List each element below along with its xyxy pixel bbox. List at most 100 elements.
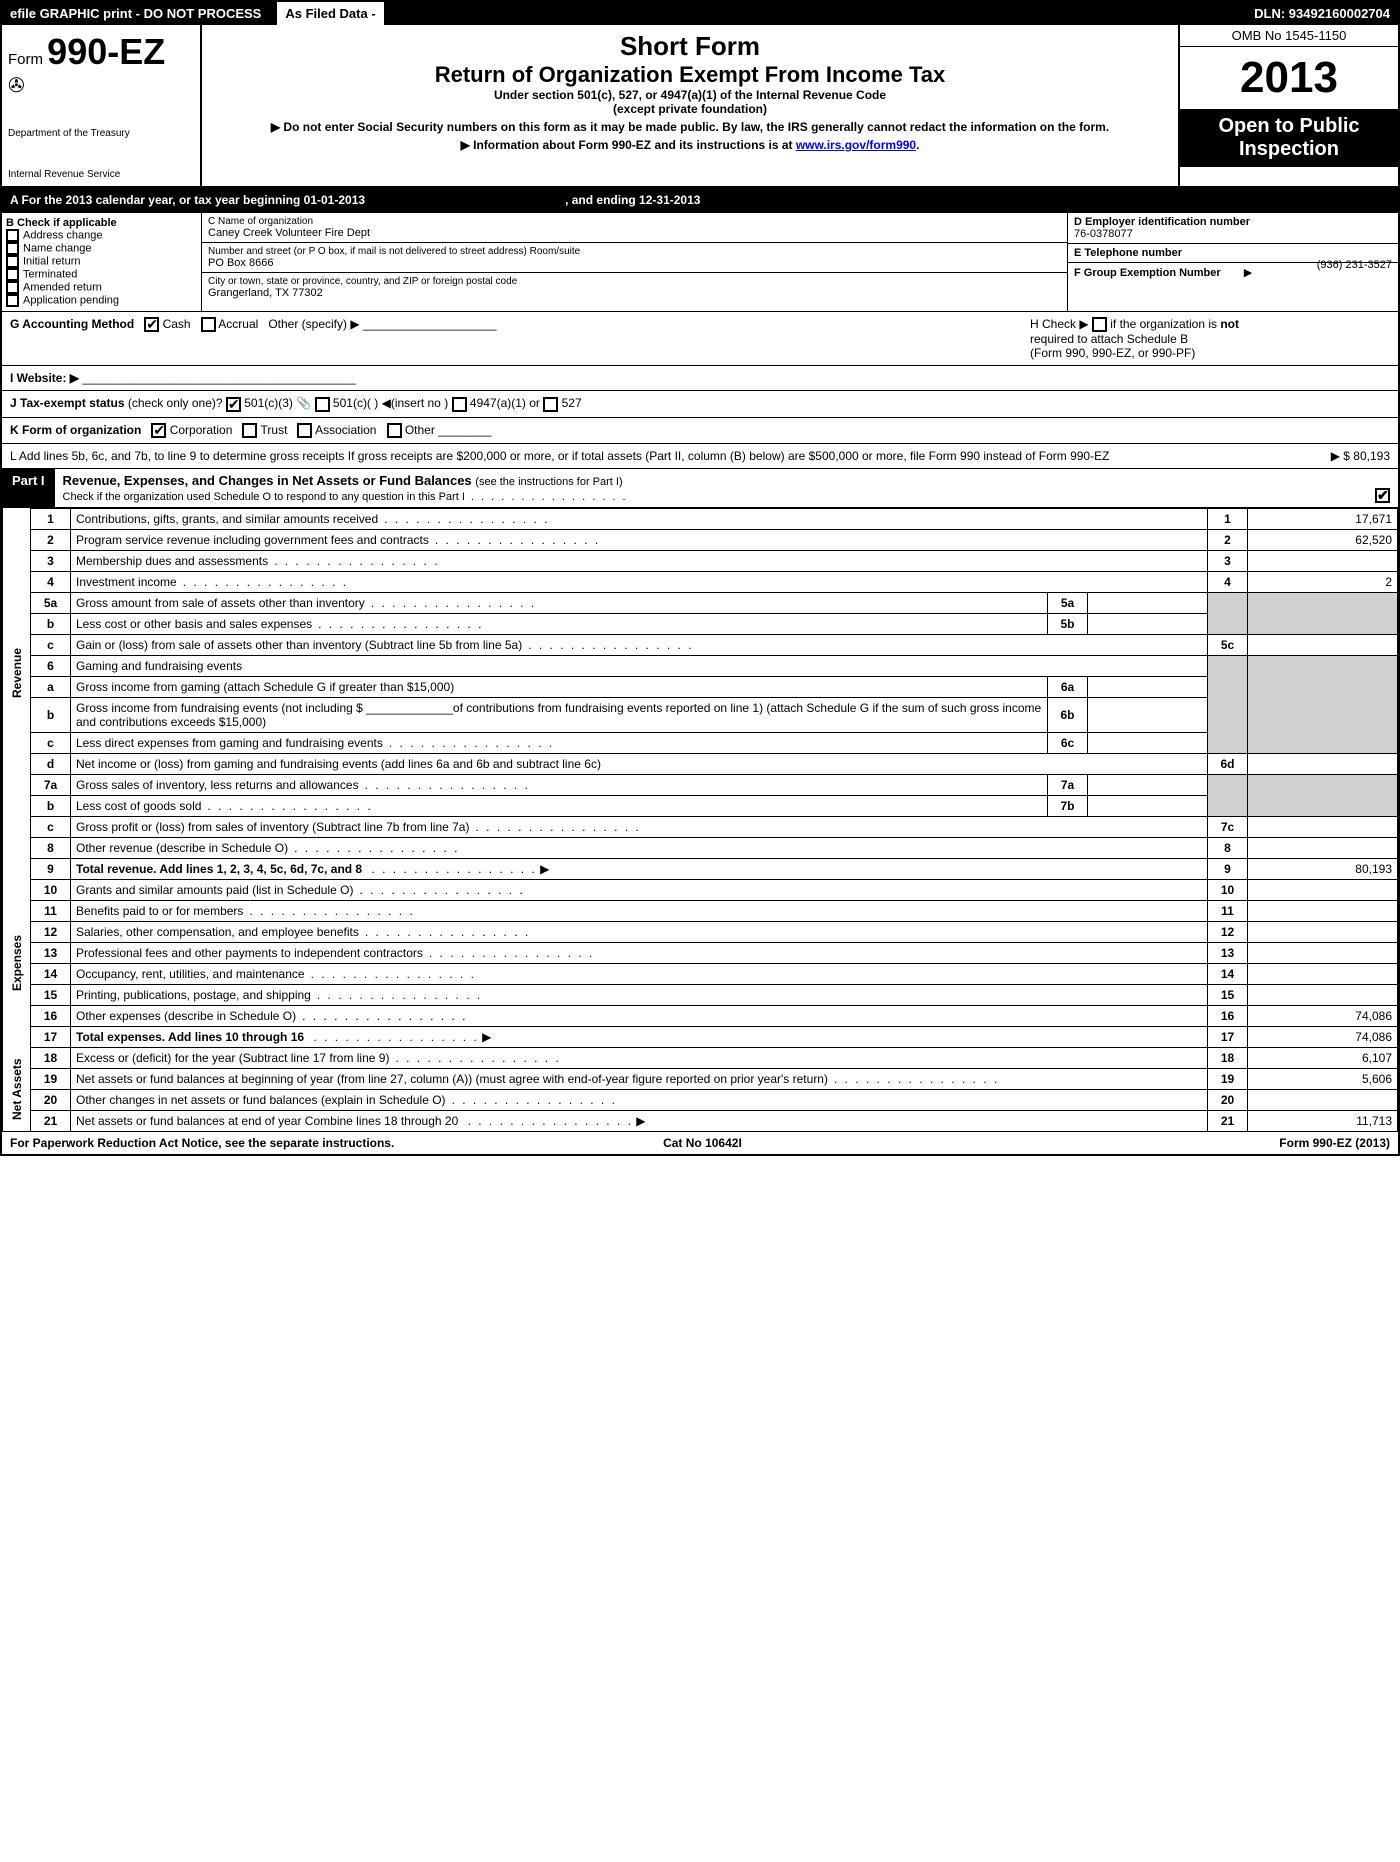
- c-city-val: Grangerland, TX 77302: [208, 287, 1061, 299]
- header-right: OMB No 1545-1150 2013 Open to Public Ins…: [1178, 25, 1398, 186]
- form-page: efile GRAPHIC print - DO NOT PROCESS As …: [0, 0, 1400, 1156]
- d-ein: D Employer identification number 76-0378…: [1068, 213, 1398, 244]
- c-addr: Number and street (or P O box, if mail i…: [202, 243, 1067, 273]
- section-g: G Accounting Method Cash Accrual Other (…: [10, 317, 1030, 360]
- ck-501c3[interactable]: [226, 397, 241, 412]
- line-6: 6Gaming and fundraising events: [3, 655, 1398, 676]
- c-city-lbl: City or town, state or province, country…: [208, 276, 1061, 287]
- page-footer: For Paperwork Reduction Act Notice, see …: [2, 1132, 1398, 1154]
- sidebar-expenses: Expenses: [3, 879, 31, 1047]
- sidebar-revenue: Revenue: [3, 508, 31, 837]
- ck-terminated[interactable]: Terminated: [6, 268, 197, 281]
- note-info: ▶ Information about Form 990-EZ and its …: [212, 138, 1168, 152]
- line-9: 9Total revenue. Add lines 1, 2, 3, 4, 5c…: [3, 858, 1398, 879]
- ck-address-change[interactable]: Address change: [6, 229, 197, 242]
- topbar-mid: As Filed Data -: [277, 2, 383, 25]
- ck-initial-return[interactable]: Initial return: [6, 255, 197, 268]
- line-5a: 5aGross amount from sale of assets other…: [3, 592, 1398, 613]
- dept-irs: Internal Revenue Service: [8, 169, 194, 180]
- line-6b: bGross income from fundraising events (n…: [3, 697, 1398, 732]
- line-8: 8Other revenue (describe in Schedule O)8: [3, 837, 1398, 858]
- line-16: 16Other expenses (describe in Schedule O…: [3, 1005, 1398, 1026]
- omb-number: OMB No 1545-1150: [1180, 25, 1398, 47]
- line-13: 13Professional fees and other payments t…: [3, 942, 1398, 963]
- ck-name-change[interactable]: Name change: [6, 242, 197, 255]
- line-10: Expenses10Grants and similar amounts pai…: [3, 879, 1398, 900]
- k-label: K Form of organization: [10, 423, 141, 437]
- ck-4947[interactable]: [452, 397, 467, 412]
- row-bcd: B Check if applicable Address change Nam…: [2, 213, 1398, 312]
- section-c: C Name of organization Caney Creek Volun…: [202, 213, 1068, 311]
- section-gh: G Accounting Method Cash Accrual Other (…: [2, 312, 1398, 366]
- i-label: I Website: ▶: [10, 371, 79, 385]
- line-11: 11Benefits paid to or for members11: [3, 900, 1398, 921]
- line-6c: cLess direct expenses from gaming and fu…: [3, 732, 1398, 753]
- line-7c: cGross profit or (loss) from sales of in…: [3, 816, 1398, 837]
- ck-sched-b[interactable]: [1092, 317, 1107, 332]
- line-6d: dNet income or (loss) from gaming and fu…: [3, 753, 1398, 774]
- form-header: Form 990-EZ ✇ Department of the Treasury…: [2, 25, 1398, 188]
- line-2: 2Program service revenue including gover…: [3, 529, 1398, 550]
- ck-amended[interactable]: Amended return: [6, 281, 197, 294]
- ck-corp[interactable]: [151, 423, 166, 438]
- line-18: Net Assets18Excess or (deficit) for the …: [3, 1047, 1398, 1068]
- form-number: Form 990-EZ: [8, 31, 194, 73]
- ck-assoc[interactable]: [297, 423, 312, 438]
- l-amount: ▶ $ 80,193: [1240, 449, 1390, 463]
- line-7b: bLess cost of goods sold7b: [3, 795, 1398, 816]
- form-no: 990-EZ: [47, 31, 165, 72]
- subtitle-section: Under section 501(c), 527, or 4947(a)(1)…: [212, 88, 1168, 102]
- section-i: I Website: ▶ ___________________________…: [2, 366, 1398, 391]
- section-l: L Add lines 5b, 6c, and 7b, to line 9 to…: [2, 444, 1398, 469]
- ck-app-pending[interactable]: Application pending: [6, 294, 197, 307]
- c-name-lbl: C Name of organization: [208, 216, 1061, 227]
- ck-cash[interactable]: [144, 317, 159, 332]
- note-info-pre: ▶ Information about Form 990-EZ and its …: [461, 138, 796, 152]
- line-6a: aGross income from gaming (attach Schedu…: [3, 676, 1398, 697]
- irs-link[interactable]: www.irs.gov/form990: [796, 138, 916, 152]
- c-addr-val: PO Box 8666: [208, 257, 1061, 269]
- open-to-public: Open to Public Inspection: [1180, 109, 1398, 167]
- l-text: L Add lines 5b, 6c, and 7b, to line 9 to…: [10, 449, 1240, 463]
- d-ein-val: 76-0378077: [1074, 228, 1133, 240]
- c-name-val: Caney Creek Volunteer Fire Dept: [208, 227, 1061, 239]
- subtitle-except: (except private foundation): [212, 102, 1168, 116]
- part-i-header: Part I Revenue, Expenses, and Changes in…: [2, 469, 1398, 508]
- ck-501c[interactable]: [315, 397, 330, 412]
- ck-sched-o[interactable]: [1375, 488, 1390, 503]
- form-prefix: Form: [8, 51, 43, 68]
- ck-accrual[interactable]: [201, 317, 216, 332]
- section-h: H Check ▶ if the organization is not req…: [1030, 317, 1390, 360]
- sec-a-label: A For the 2013 calendar year, or tax yea…: [10, 193, 365, 207]
- line-21: 21Net assets or fund balances at end of …: [3, 1110, 1398, 1131]
- paperclip-icon: 📎: [296, 396, 311, 410]
- line-5b: bLess cost or other basis and sales expe…: [3, 613, 1398, 634]
- ck-other[interactable]: [387, 423, 402, 438]
- dept-treasury: Department of the Treasury: [8, 128, 194, 139]
- sec-b-title: B Check if applicable: [6, 217, 197, 229]
- open-line1: Open to Public: [1186, 115, 1392, 138]
- line-14: 14Occupancy, rent, utilities, and mainte…: [3, 963, 1398, 984]
- section-j: J Tax-exempt status (check only one)? 50…: [2, 391, 1398, 417]
- line-5c: cGain or (loss) from sale of assets othe…: [3, 634, 1398, 655]
- c-addr-lbl: Number and street (or P O box, if mail i…: [208, 246, 1061, 257]
- line-12: 12Salaries, other compensation, and empl…: [3, 921, 1398, 942]
- section-k: K Form of organization Corporation Trust…: [2, 418, 1398, 444]
- section-b: B Check if applicable Address change Nam…: [2, 213, 202, 311]
- section-a: A For the 2013 calendar year, or tax yea…: [2, 188, 1398, 213]
- ck-trust[interactable]: [242, 423, 257, 438]
- line-1: Revenue 1Contributions, gifts, grants, a…: [3, 508, 1398, 529]
- note-ssn: ▶ Do not enter Social Security numbers o…: [212, 120, 1168, 134]
- header-left: Form 990-EZ ✇ Department of the Treasury…: [2, 25, 202, 186]
- topbar-dln: DLN: 93492160002704: [1246, 2, 1398, 25]
- section-def: D Employer identification number 76-0378…: [1068, 213, 1398, 311]
- e-phone: E Telephone number (936) 231-3527: [1068, 244, 1398, 263]
- part-i-title: Revenue, Expenses, and Changes in Net As…: [55, 469, 1398, 507]
- title-return: Return of Organization Exempt From Incom…: [212, 62, 1168, 88]
- line-20: 20Other changes in net assets or fund ba…: [3, 1089, 1398, 1110]
- title-short-form: Short Form: [212, 31, 1168, 62]
- line-17: 17Total expenses. Add lines 10 through 1…: [3, 1026, 1398, 1047]
- ck-527[interactable]: [543, 397, 558, 412]
- footer-formref: Form 990-EZ (2013): [1279, 1136, 1390, 1150]
- line-19: 19Net assets or fund balances at beginni…: [3, 1068, 1398, 1089]
